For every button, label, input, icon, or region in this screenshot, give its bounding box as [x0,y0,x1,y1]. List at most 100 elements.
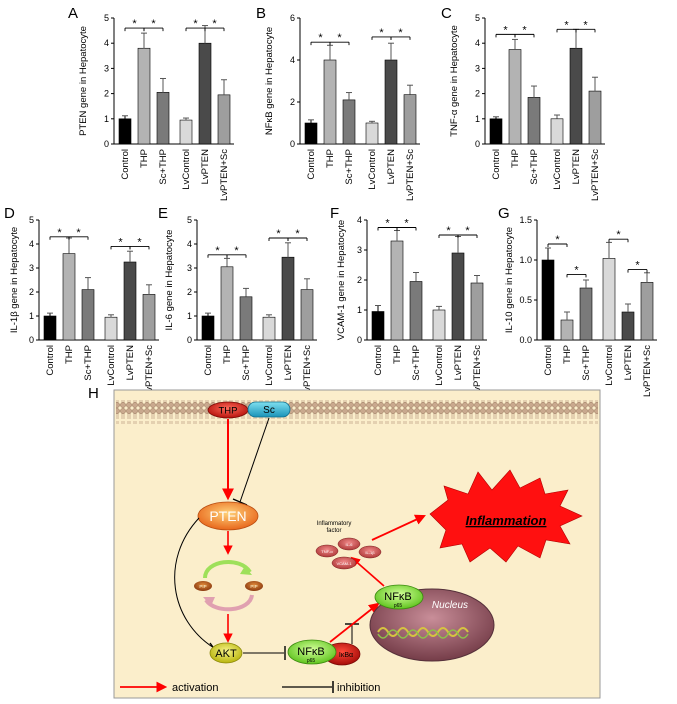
svg-text:IL-1β: IL-1β [365,550,375,555]
category-label: Control [203,345,214,376]
svg-text:NFκB: NFκB [384,591,412,603]
y-axis-label: PTEN gene in Hepatocyte [78,26,89,136]
panel-letter: A [68,5,78,22]
y-tick-label: 1 [357,305,362,315]
significance-star: * [465,225,470,237]
nfkb-nuclear-node: NFκB p65 [374,584,424,610]
chart-c: C TNF-α gene in Hepatocyte 0 1 2 3 4 5 Control TH… [441,5,605,201]
svg-text:PIP: PIP [250,584,257,589]
y-tick-label: 4 [357,215,362,225]
panel-letter: D [4,205,15,222]
y-tick-label: 0 [104,139,109,149]
category-label: LvPTEN [125,345,136,381]
y-tick-label: 6 [290,13,295,23]
category-label: THP [222,345,233,364]
y-tick-label: 3 [357,245,362,255]
y-axis-label: IL-1β gene in Hepatocyte [9,227,20,333]
y-tick-label: 1 [29,311,34,321]
significance-star: * [318,32,323,44]
factor-tnfa: TNF-α [315,544,339,558]
category-label: Sc+THP [581,345,592,381]
category-label: LvPTEN+Sc [642,345,653,397]
category-label: LvControl [367,149,378,190]
y-tick-label: 4 [475,38,480,48]
category-label: LvControl [264,345,275,386]
pip-cycle: PIP PIP [194,559,263,612]
y-tick-label: 4 [29,239,34,249]
significance-star: * [295,228,300,240]
category-label: Sc+THP [529,149,540,185]
category-label: LvPTEN+Sc [590,149,601,201]
category-label: LvPTEN+Sc [405,149,416,201]
category-label: LvPTEN [623,345,634,381]
y-tick-label: 5 [104,13,109,23]
significance-star: * [522,24,527,36]
significance-star: * [132,18,137,30]
inflammatory-factors: Inflammatory factor IL-6 TNF-α IL-1β VCAM… [315,521,382,570]
y-tick-label: 5 [29,215,34,225]
significance-star: * [151,18,156,30]
y-tick-label: 3 [29,263,34,273]
cell-membrane [116,400,598,424]
panel-letter: G [498,205,510,222]
category-label: LvPTEN+Sc [302,345,313,397]
svg-text:p65: p65 [307,658,316,664]
inflammation-burst: Inflammation [429,469,583,563]
chart-b: B NFκB gene in Hepatocyte 0 2 4 6 Control THP Sc… [256,5,420,201]
y-tick-label: 1 [104,114,109,124]
significance-star: * [635,260,640,272]
chart-g: G IL-10 gene in Hepatocyte 0.0 0.5 1.0 1.5 Con… [498,205,657,397]
chart-e: E IL-6 gene in Hepatocyte 0 1 2 3 4 5 Control THP… [158,205,317,397]
svg-text:PTEN: PTEN [209,508,246,524]
y-tick-label: 2 [475,89,480,99]
y-tick-label: 4 [290,55,295,65]
category-label: LvPTEN [200,149,211,185]
y-tick-label: 3 [475,63,480,73]
y-tick-label: 1 [187,311,192,321]
legend-inhibition: inhibition [282,681,380,694]
significance-star: * [212,18,217,30]
svg-text:IκBα: IκBα [339,652,353,659]
significance-star: * [564,19,569,31]
y-tick-label: 2 [357,275,362,285]
pten-node: PTEN [197,501,259,531]
category-label: LvControl [181,149,192,190]
significance-star: * [215,245,220,257]
significance-star: * [404,218,409,230]
category-label: LvPTEN [386,149,397,185]
category-label: Sc+THP [411,345,422,381]
significance-star: * [555,234,560,246]
panel-letter: F [330,205,339,222]
legend-activation: activation [120,681,218,694]
dna-strand [377,627,469,637]
category-label: THP [562,345,573,364]
significance-star: * [574,264,579,276]
category-label: THP [139,149,150,168]
significance-star: * [398,27,403,39]
y-tick-label: 5 [187,215,192,225]
y-axis-label: TNF-α gene in Hepatocyte [449,25,460,137]
significance-star: * [446,225,451,237]
y-tick-label: 5 [475,13,480,23]
svg-text:Sc: Sc [263,405,275,416]
y-tick-label: 1.5 [519,215,532,225]
y-tick-label: 2 [104,89,109,99]
y-axis-label: VCAM-1 gene in Hepatocyte [336,220,347,340]
y-tick-label: 0.5 [519,295,532,305]
svg-text:p65: p65 [394,603,403,609]
significance-star: * [379,27,384,39]
category-label: Control [120,149,131,180]
significance-star: * [583,19,588,31]
category-label: Control [45,345,56,376]
significance-star: * [193,18,198,30]
factor-vcam1: VCAM-1 [331,556,357,570]
svg-text:VCAM-1: VCAM-1 [336,561,352,566]
category-label: Control [373,345,384,376]
panel-letter: B [256,5,266,22]
category-label: Sc+THP [83,345,94,381]
panel-letter: C [441,5,452,22]
svg-text:Inflammation: Inflammation [466,513,547,528]
y-axis-label: IL-10 gene in Hepatocyte [504,227,515,333]
svg-text:Nucleus: Nucleus [432,600,468,611]
